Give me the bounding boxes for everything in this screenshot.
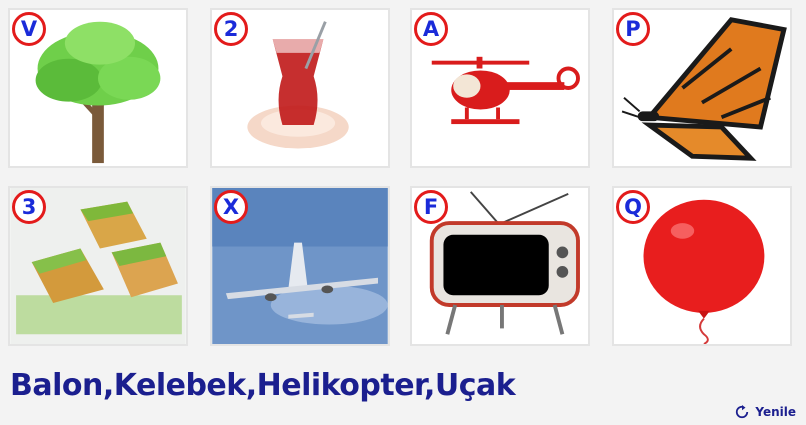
refresh-label: Yenile xyxy=(755,405,796,419)
tea-glass-icon xyxy=(247,21,349,149)
tile-letter-badge: X xyxy=(214,190,248,224)
tile-letter-badge: V xyxy=(12,12,46,46)
balloon-icon xyxy=(643,199,765,344)
tile-letter-badge: 3 xyxy=(12,190,46,224)
helicopter-icon xyxy=(431,56,580,125)
tile-letter-badge: P xyxy=(616,12,650,46)
baklava-icon xyxy=(10,188,186,344)
butterfly-icon xyxy=(621,17,787,161)
tile-baklava[interactable]: 3 xyxy=(8,186,188,346)
television-icon xyxy=(429,191,580,335)
refresh-button[interactable]: Yenile xyxy=(735,405,796,419)
tree-icon xyxy=(35,21,161,164)
tile-television[interactable]: F xyxy=(410,186,590,346)
tile-balloon[interactable]: Q xyxy=(612,186,792,346)
tile-letter-badge: F xyxy=(414,190,448,224)
tile-airplane[interactable]: X xyxy=(210,186,390,346)
tile-letter-badge: Q xyxy=(616,190,650,224)
tile-letter-badge: A xyxy=(414,12,448,46)
answer-text: Balon,Kelebek,Helikopter,Uçak xyxy=(10,368,516,403)
refresh-icon xyxy=(736,405,749,419)
tile-tree[interactable]: V xyxy=(8,8,188,168)
picture-grid: V 2 A xyxy=(8,8,792,346)
tile-tea[interactable]: 2 xyxy=(210,8,390,168)
tile-letter-badge: 2 xyxy=(214,12,248,46)
tile-helicopter[interactable]: A xyxy=(410,8,590,168)
tile-butterfly[interactable]: P xyxy=(612,8,792,168)
